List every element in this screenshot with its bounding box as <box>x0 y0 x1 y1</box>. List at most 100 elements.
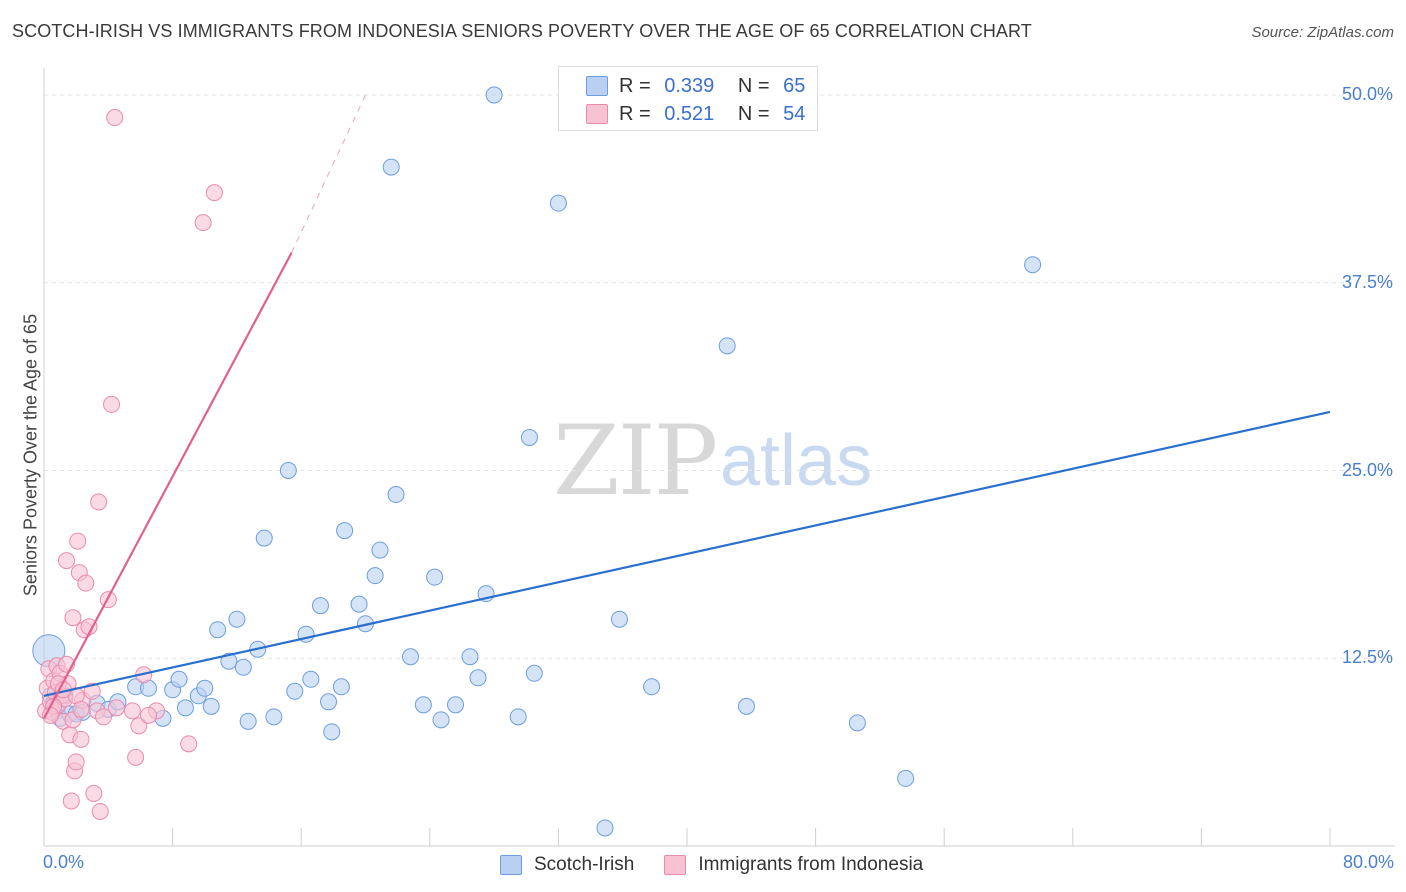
indonesia-point <box>205 184 223 202</box>
indonesia-point <box>127 748 145 766</box>
chart-title: SCOTCH-IRISH VS IMMIGRANTS FROM INDONESI… <box>12 21 1032 41</box>
scotch-irish-point <box>469 669 487 687</box>
indonesia-point <box>64 609 82 627</box>
scotch-irish-point <box>525 664 543 682</box>
series-legend: Scotch-Irish Immigrants from Indonesia <box>500 852 953 878</box>
indonesia-point <box>83 682 101 700</box>
watermark-zip: ZIP <box>553 405 718 517</box>
indonesia-point <box>107 699 125 717</box>
scotch-irish-point <box>220 652 238 670</box>
indonesia-point <box>85 784 103 802</box>
scotch-irish-point <box>336 522 354 540</box>
indonesia-point <box>194 214 212 232</box>
legend-n-label: N = <box>737 74 770 97</box>
y-tick-label: 12.5% <box>1341 647 1393 668</box>
y-tick-label: 50.0% <box>1341 84 1393 104</box>
indonesia-point <box>123 702 141 720</box>
indonesia-point <box>94 708 112 726</box>
source-label: Source: ZipAtlas.com <box>1251 24 1394 41</box>
scotch-irish-point <box>366 567 384 585</box>
scotch-irish-point <box>234 658 252 676</box>
scotch-irish-point <box>447 696 465 714</box>
scotch-irish-point <box>382 158 400 176</box>
y-tick-label: 25.0% <box>1341 459 1393 480</box>
indonesia-point <box>69 532 87 550</box>
legend-r-value: 0.521 <box>664 102 715 125</box>
indonesia-point <box>139 706 157 724</box>
scotch-irish-point <box>897 769 915 787</box>
legend-label-scotch-irish: Scotch-Irish <box>534 854 635 875</box>
legend-item-scotch-irish: Scotch-Irish <box>500 854 634 876</box>
indonesia-point <box>72 700 90 718</box>
y-axis-label: Seniors Poverty Over the Age of 65 <box>20 313 41 597</box>
scotch-irish-point <box>596 819 614 837</box>
series-scotch-irish-points <box>32 86 1042 837</box>
scotch-irish-point <box>196 679 214 697</box>
indonesia-point <box>58 552 76 570</box>
legend-n-value: 65 <box>783 74 806 97</box>
y-tick-label: 37.5% <box>1341 271 1393 292</box>
indonesia-point <box>72 730 90 748</box>
indonesia-point <box>91 802 109 820</box>
legend-r-label: R = <box>619 74 651 97</box>
indonesia-point <box>67 753 85 771</box>
scotch-irish-point <box>265 708 283 726</box>
scotch-irish-point <box>170 670 188 688</box>
trend-lines <box>43 94 1331 719</box>
legend-label-indonesia: Immigrants from Indonesia <box>698 854 924 875</box>
legend-swatch-blue <box>500 855 522 875</box>
scotch-irish-point <box>432 711 450 729</box>
indonesia-point <box>106 109 124 127</box>
scotch-irish-point <box>279 462 297 479</box>
gridlines <box>44 94 1395 659</box>
scotch-irish-point <box>209 621 227 639</box>
legend-swatch-pink <box>664 855 687 875</box>
scotch-irish-point <box>228 610 246 628</box>
legend-n-label: N = <box>737 102 770 125</box>
scotch-irish-point <box>286 682 304 700</box>
x-tick-label-max: 80.0% <box>1342 852 1394 872</box>
x-tick-label-min: 0.0% <box>43 852 85 872</box>
scotch-irish-point <box>643 678 661 696</box>
legend-item-indonesia: Immigrants from Indonesia <box>664 854 923 876</box>
scotch-irish-point <box>848 714 866 732</box>
scotch-irish-point <box>520 428 538 446</box>
indonesia-point <box>130 717 148 735</box>
indonesia-point <box>77 574 95 592</box>
legend-r-value: 0.339 <box>664 74 715 97</box>
scotch-irish-point <box>402 648 420 666</box>
scotch-irish-point <box>371 541 389 559</box>
legend-swatch-blue <box>586 76 608 96</box>
indonesia-point <box>180 735 198 753</box>
scotch-irish-point <box>320 693 338 711</box>
indonesia-trend-extension <box>291 94 366 253</box>
scotch-irish-point <box>426 568 444 586</box>
correlation-legend: R = 0.339 N = 65 R = 0.521 N = 54 <box>558 66 818 131</box>
indonesia-point <box>62 792 80 810</box>
scotch-irish-point <box>323 723 341 741</box>
scotch-irish-point <box>311 597 329 615</box>
scotch-irish-point <box>202 697 220 715</box>
scotch-irish-point <box>239 712 257 730</box>
scotch-irish-point <box>485 86 503 104</box>
scotch-irish-point <box>737 697 755 715</box>
indonesia-point <box>103 395 121 413</box>
scotch-irish-point <box>302 670 320 688</box>
scotch-irish-point <box>1024 256 1042 274</box>
scotch-irish-point <box>509 708 527 726</box>
scotch-irish-point <box>414 696 432 714</box>
scotch-irish-point <box>718 337 736 355</box>
watermark-atlas: atlas <box>720 421 873 501</box>
scotch-irish-point <box>610 610 628 628</box>
scotch-irish-point <box>176 699 194 717</box>
legend-r-label: R = <box>619 102 651 125</box>
scotch-irish-point <box>255 529 273 547</box>
legend-swatch-pink <box>586 104 608 124</box>
scotch-irish-point <box>387 486 405 504</box>
scotch-irish-trend-line <box>43 410 1331 697</box>
scotch-irish-point <box>350 595 368 613</box>
indonesia-trend-line <box>43 252 293 719</box>
scotch-irish-point <box>549 194 567 212</box>
scotch-irish-point <box>332 678 350 696</box>
